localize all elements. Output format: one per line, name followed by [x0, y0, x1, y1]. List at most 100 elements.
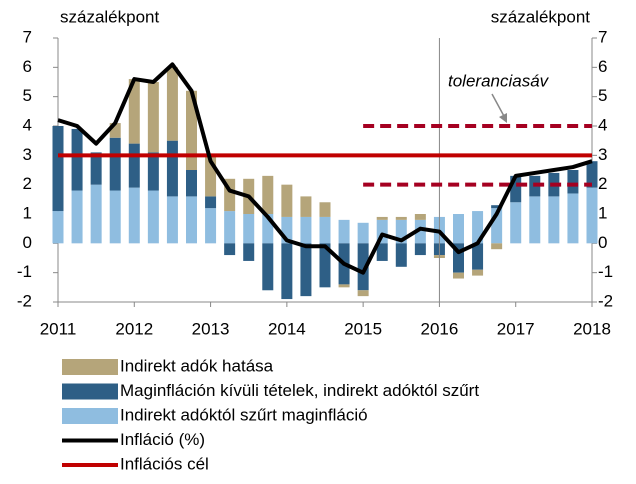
bar: [414, 219, 426, 244]
bar: [453, 272, 464, 279]
bar: [128, 79, 140, 144]
y2-tick-label: 7: [598, 27, 607, 46]
bar: [90, 152, 102, 185]
bar: [491, 208, 503, 244]
bar: [166, 67, 178, 141]
y-tick-label: 0: [23, 233, 32, 252]
bar: [376, 219, 388, 244]
x-tick-label: 2016: [421, 319, 459, 338]
legend-label: Indirekt adóktól szűrt maginfláció: [120, 405, 368, 424]
bar: [205, 196, 217, 209]
bar: [338, 219, 350, 244]
bar: [281, 216, 293, 244]
y2-tick-label: 3: [598, 145, 607, 164]
bar: [128, 143, 140, 188]
bar: [472, 211, 484, 244]
bar: [300, 216, 312, 244]
bar: [586, 161, 598, 188]
bar: [109, 123, 121, 138]
x-tick-label: 2014: [268, 319, 306, 338]
bar: [281, 184, 293, 217]
bar: [205, 155, 217, 197]
y2-tick-label: 4: [598, 115, 607, 134]
bar: [262, 243, 274, 291]
bar: [243, 243, 255, 261]
x-tick-label: 2011: [40, 319, 77, 338]
bar: [224, 243, 236, 256]
y-tick-label: 5: [23, 86, 32, 105]
bar: [262, 214, 274, 244]
bar: [548, 196, 560, 244]
legend-swatch: [62, 408, 118, 424]
bar: [319, 216, 331, 244]
bar: [205, 208, 217, 244]
bar: [472, 269, 484, 276]
bar: [510, 202, 522, 244]
y2-tick-label: -2: [598, 291, 613, 310]
bar: [319, 202, 331, 217]
y2-tick-label: 2: [598, 174, 607, 193]
bar: [109, 190, 121, 244]
y-tick-label: 7: [23, 27, 32, 46]
bar: [567, 170, 579, 194]
bar: [453, 214, 464, 244]
bar: [281, 243, 293, 300]
x-tick-label: 2012: [115, 319, 153, 338]
annotation-arrow: [491, 93, 506, 119]
y2-axis-label: százalékpont: [491, 7, 591, 26]
legend-label: Indirekt adók hatása: [120, 356, 274, 375]
y-tick-label: -2: [17, 291, 32, 310]
bar: [472, 243, 484, 270]
bar: [166, 196, 178, 244]
legend-swatch: [62, 383, 118, 400]
annotation: toleranciasáv: [448, 71, 550, 90]
y-tick-label: -1: [17, 262, 32, 281]
y2-tick-label: 1: [598, 203, 607, 222]
bar: [338, 284, 350, 288]
bar: [395, 243, 407, 267]
y2-tick-label: 6: [598, 57, 607, 76]
bar: [586, 187, 598, 244]
annotation-arrowhead: [499, 113, 507, 123]
bar: [109, 137, 121, 191]
x-tick-label: 2015: [344, 319, 382, 338]
legend-label: Maginfláción kívüli tételek, indirekt ad…: [120, 381, 479, 400]
bar: [414, 214, 426, 220]
bar: [357, 243, 369, 291]
bar: [300, 196, 312, 217]
x-tick-label: 2017: [497, 319, 535, 338]
bar: [224, 178, 236, 212]
bar: [71, 128, 83, 191]
bar: [491, 243, 503, 250]
bar: [147, 190, 159, 244]
bar: [491, 205, 503, 209]
legend-label: Inflációs cél: [120, 454, 209, 473]
y-tick-label: 6: [23, 57, 32, 76]
y-axis-label: százalékpont: [60, 7, 160, 26]
y2-tick-label: 5: [598, 86, 607, 105]
bar: [224, 211, 236, 244]
y-tick-label: 3: [23, 145, 32, 164]
bar: [71, 190, 83, 244]
legend-swatch: [62, 359, 118, 375]
bar: [319, 243, 331, 288]
bar: [453, 243, 464, 273]
bar: [147, 82, 159, 153]
bar: [376, 243, 388, 261]
bar: [262, 175, 274, 214]
bar: [529, 196, 541, 244]
bar: [186, 196, 197, 244]
y-tick-label: 1: [23, 203, 32, 222]
bar: [357, 222, 369, 244]
bar: [395, 219, 407, 244]
bar: [147, 152, 159, 191]
bar: [52, 211, 64, 244]
bar: [186, 90, 197, 170]
bar: [395, 216, 407, 220]
y2-tick-label: -1: [598, 262, 613, 281]
inflation-line: [57, 62, 593, 275]
bar: [166, 140, 178, 197]
y-tick-label: 2: [23, 174, 32, 193]
bar: [52, 126, 64, 212]
